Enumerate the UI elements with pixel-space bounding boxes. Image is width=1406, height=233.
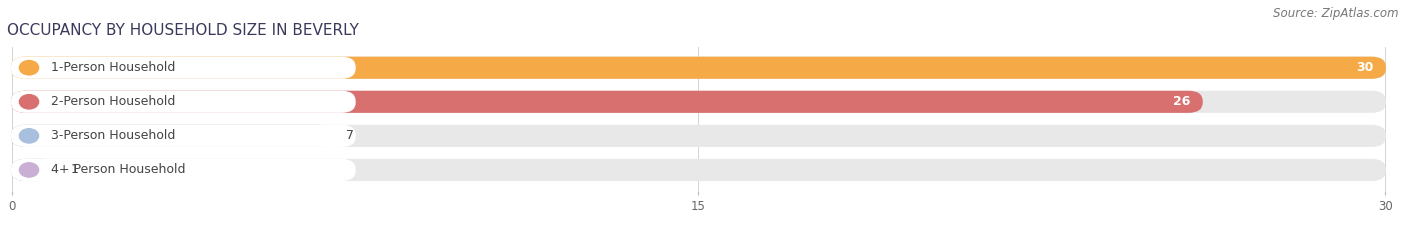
FancyBboxPatch shape [11, 57, 1386, 79]
Circle shape [20, 95, 38, 109]
Circle shape [20, 61, 38, 75]
Text: 4+ Person Household: 4+ Person Household [51, 163, 186, 176]
Text: 1: 1 [72, 163, 79, 176]
Circle shape [20, 163, 38, 177]
Text: 3-Person Household: 3-Person Household [51, 129, 174, 142]
Text: Source: ZipAtlas.com: Source: ZipAtlas.com [1274, 7, 1399, 20]
Text: 26: 26 [1173, 95, 1191, 108]
FancyBboxPatch shape [11, 125, 356, 147]
FancyBboxPatch shape [11, 57, 356, 79]
FancyBboxPatch shape [11, 91, 1202, 113]
FancyBboxPatch shape [11, 159, 356, 181]
FancyBboxPatch shape [11, 125, 333, 147]
FancyBboxPatch shape [11, 125, 1386, 147]
FancyBboxPatch shape [11, 91, 356, 113]
FancyBboxPatch shape [11, 159, 58, 181]
FancyBboxPatch shape [11, 91, 1386, 113]
Text: 30: 30 [1357, 61, 1374, 74]
Circle shape [20, 129, 38, 143]
FancyBboxPatch shape [11, 57, 1386, 79]
Text: 1-Person Household: 1-Person Household [51, 61, 174, 74]
Text: 2-Person Household: 2-Person Household [51, 95, 174, 108]
FancyBboxPatch shape [11, 159, 1386, 181]
Text: OCCUPANCY BY HOUSEHOLD SIZE IN BEVERLY: OCCUPANCY BY HOUSEHOLD SIZE IN BEVERLY [7, 24, 359, 38]
Text: 7: 7 [346, 129, 354, 142]
